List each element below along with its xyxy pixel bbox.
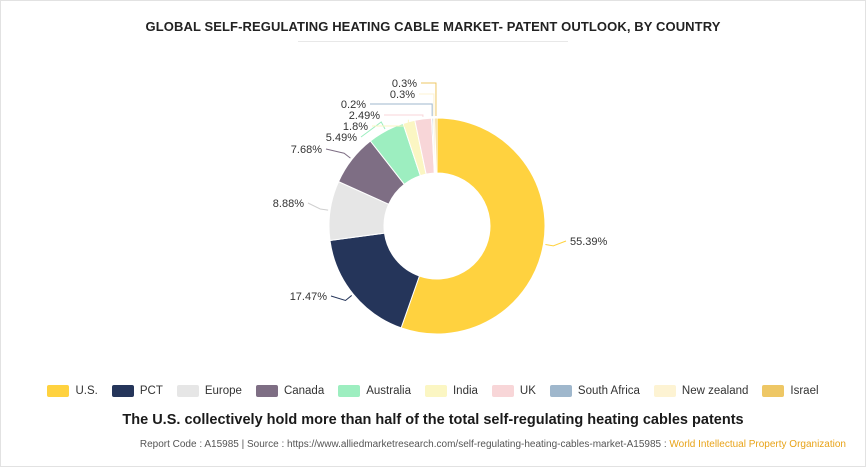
legend-swatch: [491, 385, 514, 397]
legend-item[interactable]: Canada: [255, 385, 325, 397]
data-label: 5.49%: [326, 132, 357, 144]
legend-label: Israel: [790, 385, 819, 397]
legend-swatch: [424, 385, 447, 397]
leader-line: [372, 119, 409, 127]
legend-swatch: [47, 385, 70, 397]
legend-item[interactable]: Australia: [338, 385, 411, 397]
data-label: 0.3%: [392, 78, 417, 90]
donut-chart: 55.39% 17.47% 8.88% 7.68% 5.49%1.8%2.49%0.2%…: [273, 78, 608, 335]
legend-swatch: [338, 385, 361, 397]
legend-label: PCT: [139, 385, 163, 397]
legend-label: Europe: [204, 385, 242, 397]
legend-label: Australia: [366, 385, 411, 397]
legend-label: U.S.: [75, 385, 98, 397]
leader-line: [307, 202, 329, 211]
title-divider: [298, 41, 568, 42]
legend-label: South Africa: [577, 385, 640, 397]
data-label: 0.3%: [390, 89, 415, 101]
legend-item[interactable]: Israel: [762, 385, 819, 397]
legend-item[interactable]: South Africa: [549, 385, 640, 397]
legend-label: UK: [519, 385, 536, 397]
data-label: 17.47%: [290, 291, 328, 303]
legend-label: India: [452, 385, 478, 397]
legend-item[interactable]: Europe: [176, 385, 242, 397]
chart-caption: The U.S. collectively hold more than hal…: [122, 412, 744, 428]
legend-item[interactable]: PCT: [111, 385, 163, 397]
chart-footer: Report Code : A15985 | Source : https://…: [0, 439, 846, 450]
legend-swatch: [255, 385, 278, 397]
legend-swatch: [549, 385, 572, 397]
leader-line: [330, 295, 353, 302]
legend-swatch: [176, 385, 199, 397]
legend-swatch: [762, 385, 785, 397]
data-label: 55.39%: [570, 236, 608, 248]
legend-swatch: [111, 385, 134, 397]
data-label: 8.88%: [273, 198, 304, 210]
legend-item[interactable]: U.S.: [47, 385, 98, 397]
slice-israel: [434, 117, 438, 174]
source-organization: World Intellectual Property Organization: [669, 439, 846, 450]
chart-title: GLOBAL SELF-REGULATING HEATING CABLE MAR…: [145, 19, 721, 34]
leader-line: [545, 240, 567, 247]
leader-line: [421, 82, 437, 117]
data-label: 7.68%: [291, 144, 322, 156]
legend-item[interactable]: UK: [491, 385, 536, 397]
legend-label: New zealand: [681, 385, 749, 397]
leader-line: [370, 103, 433, 117]
source-url: Source : https://www.alliedmarketresearc…: [247, 439, 667, 450]
leader-line: [384, 114, 424, 117]
legend-swatch: [653, 385, 676, 397]
leader-line: [419, 93, 435, 117]
leader-line: [325, 148, 351, 159]
legend-item[interactable]: India: [424, 385, 478, 397]
slice-pct: [329, 232, 421, 329]
data-label: 1.8%: [343, 121, 368, 133]
data-label: 2.49%: [349, 110, 380, 122]
report-code: Report Code : A15985: [139, 439, 239, 450]
legend-item[interactable]: New zealand: [653, 385, 749, 397]
footer-separator: |: [241, 439, 245, 450]
legend-label: Canada: [283, 385, 325, 397]
leader-line: [360, 121, 386, 138]
chart-legend: U.S. PCT Europe Canada Australia India UK South…: [0, 385, 866, 397]
data-label: 0.2%: [341, 99, 366, 111]
